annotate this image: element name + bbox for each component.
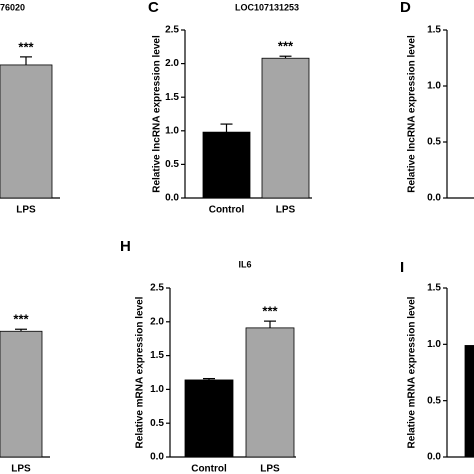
x-tick-label: Control [209, 205, 245, 216]
significance: *** [262, 304, 278, 319]
bar [0, 64, 53, 199]
panel-letter: I [400, 259, 404, 276]
y-tick-label: 2.5 [165, 25, 179, 36]
y-axis-label: Relative mRNA expression level [135, 296, 146, 448]
panel-letter: C [148, 0, 159, 16]
panel-letter: H [120, 238, 131, 255]
panel-title: 76020 [0, 2, 25, 12]
y-tick-label: 0.0 [427, 452, 441, 463]
panel-title: IL6 [238, 259, 251, 269]
y-tick-label: 1.0 [427, 81, 441, 92]
y-tick-label: 0.5 [427, 137, 441, 148]
y-tick-label: 2.5 [150, 283, 164, 294]
bar [0, 330, 43, 458]
y-tick-label: 0.0 [150, 452, 164, 463]
y-axis-label: Relative lncRNA expression level [407, 35, 418, 193]
significance: *** [278, 39, 294, 54]
panel-letter: D [400, 0, 411, 16]
y-tick-label: 0.0 [427, 193, 441, 204]
significance: *** [13, 312, 29, 327]
y-tick-label: 1.0 [427, 339, 441, 350]
y-tick-label: 1.5 [427, 283, 441, 294]
x-tick-label: Control [191, 464, 227, 474]
y-axis-label: Relative lncRNA expression level [152, 35, 163, 193]
y-tick-label: 1.5 [150, 350, 164, 361]
y-tick-label: 2.0 [150, 316, 164, 327]
panel-title: LOC107131253 [235, 2, 299, 12]
x-tick-label: LPS [11, 464, 31, 474]
x-tick-label: LPS [16, 205, 36, 216]
y-tick-label: 0.5 [165, 159, 179, 170]
bar [245, 327, 295, 458]
y-tick-label: 2.0 [165, 58, 179, 69]
x-tick-label: LPS [260, 464, 280, 474]
y-tick-label: 1.0 [165, 125, 179, 136]
y-tick-label: 1.0 [150, 384, 164, 395]
bar [202, 131, 251, 199]
significance: *** [18, 39, 34, 54]
y-axis-label: Relative mRNA expression level [407, 296, 418, 448]
y-tick-label: 0.5 [427, 395, 441, 406]
bar [464, 345, 474, 458]
bar [184, 379, 234, 458]
y-tick-label: 0.5 [150, 418, 164, 429]
x-tick-label: LPS [276, 205, 296, 216]
bar [261, 57, 310, 199]
y-tick-label: 0.0 [165, 193, 179, 204]
y-tick-label: 1.5 [165, 92, 179, 103]
y-tick-label: 1.5 [427, 25, 441, 36]
